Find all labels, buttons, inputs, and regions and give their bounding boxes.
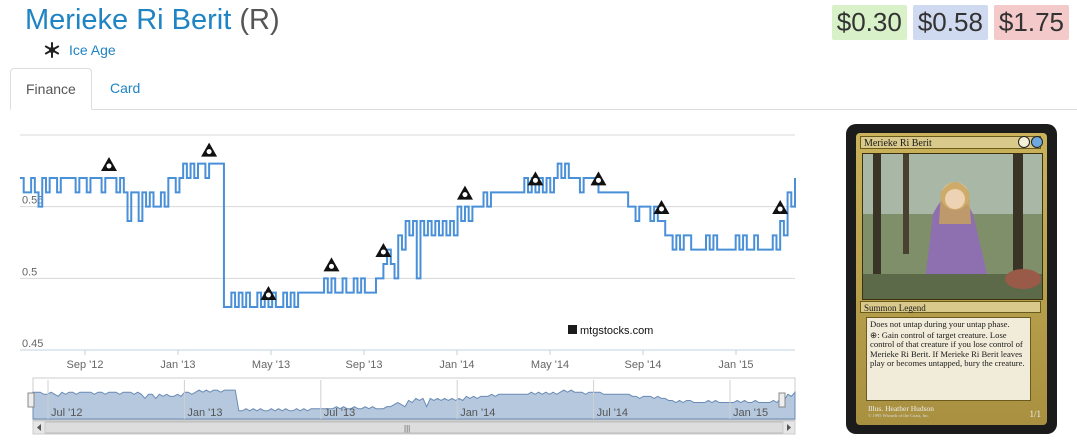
chart-navigator[interactable]: Jul '12 Jan '13 Jul '13 Jan '14 Jul '14 Jan '…: [27, 377, 796, 421]
mana-white-icon: [1018, 136, 1030, 148]
y-tick-label: 0.5: [22, 266, 37, 278]
navigator-ticks: Jul '12 Jan '13 Jul '13 Jan '14 Jul '14 Jan '…: [47, 380, 768, 419]
x-tick-label: May '13: [252, 359, 290, 371]
x-tick-label: Sep '12: [67, 359, 104, 371]
price-history-chart[interactable]: 0.55 0.5 0.45 Sep '12 Jan '13 May '13 Sep '13…: [0, 115, 810, 440]
watermark: mtgstocks.com: [568, 325, 653, 337]
card-pt: 1/1: [1029, 409, 1041, 419]
x-tick-label: Jan '13: [160, 359, 195, 371]
y-axis-ticks: 0.55 0.5 0.45: [22, 195, 43, 350]
chart-scrollbar[interactable]: |||: [32, 420, 796, 435]
set-symbol-icon-m15[interactable]: [590, 171, 607, 186]
card-title: Merieke Ri Berit (R): [25, 4, 280, 37]
chart-grid: [20, 134, 795, 351]
navigator-tick-label: Jan '14: [460, 407, 495, 419]
navigator-tick-label: Jul '12: [51, 407, 82, 419]
card-type-line: Summon Legend: [860, 301, 1041, 313]
x-tick-label: Jan '15: [718, 359, 753, 371]
price-avg: $0.58: [912, 5, 988, 40]
price-low: $0.30: [831, 5, 907, 40]
set-symbol-icon-5[interactable]: [375, 243, 392, 257]
price-badges: $0.30 $0.58 $1.75: [831, 5, 1069, 40]
x-tick-label: Sep '14: [625, 359, 662, 371]
scroll-left-arrow-icon: [37, 424, 41, 431]
tab-card[interactable]: Card: [110, 80, 141, 96]
scroll-right-arrow-icon: [787, 424, 791, 431]
set-symbol-icon-10[interactable]: [772, 200, 789, 214]
x-tick-label: May '14: [531, 359, 569, 371]
navigator-left-handle[interactable]: [27, 392, 35, 408]
set-symbol-icon-m14[interactable]: [323, 257, 340, 272]
x-tick-label: Sep '13: [346, 359, 383, 371]
mana-blue-icon: [1031, 136, 1043, 148]
price-line: [20, 162, 796, 308]
tab-finance[interactable]: Finance: [10, 68, 92, 110]
rules-line: ⊕: Gain control of target creature. Lose…: [870, 329, 1025, 369]
set-release-markers: [100, 142, 789, 300]
set-symbol-icon-2[interactable]: [201, 142, 218, 157]
card-image: Merieke Ri Berit Summon Legend Does no: [846, 124, 1057, 434]
y-tick-label: 0.55: [22, 195, 43, 207]
price-high: $1.75: [993, 5, 1069, 40]
y-tick-label: 0.45: [22, 338, 43, 350]
card-rules-text: Does not untap during your untap phase. …: [866, 317, 1031, 401]
watermark-text: mtgstocks.com: [580, 325, 653, 337]
x-tick-label: Jan '14: [439, 359, 474, 371]
navigator-area: [32, 389, 796, 420]
card-frame: Merieke Ri Berit Summon Legend Does no: [856, 133, 1047, 425]
navigator-right-handle[interactable]: [778, 392, 786, 408]
card-art: [862, 153, 1043, 300]
card-rarity: (R): [239, 4, 280, 36]
set-symbol-icon-7[interactable]: [527, 171, 544, 186]
card-mana-cost: [1018, 136, 1043, 148]
navigator-tick-label: Jul '13: [324, 407, 355, 419]
tab-bar: Finance Card: [10, 68, 1077, 110]
scrollbar-thumb[interactable]: [44, 421, 784, 434]
set-symbol-icon-9[interactable]: [653, 200, 670, 214]
x-axis-ticks: Sep '12 Jan '13 May '13 Sep '13 Jan '14 May '…: [67, 350, 754, 371]
rules-line: Does not untap during your untap phase.: [870, 319, 1010, 329]
card-illustrator: Illus. Heather Hudson: [868, 404, 935, 413]
set-symbol-icon-6[interactable]: [456, 185, 473, 200]
card-copyright: © 1995 Wizards of the Coast, Inc.: [868, 413, 930, 418]
card-image-name: Merieke Ri Berit: [860, 136, 1041, 149]
navigator-tick-label: Jul '14: [597, 407, 628, 419]
navigator-tick-label: Jan '15: [733, 407, 768, 419]
card-name: Merieke Ri Berit: [25, 4, 232, 36]
scrollbar-grip-icon: |||: [404, 424, 410, 433]
ice-age-snowflake-icon: [44, 42, 60, 58]
mtgstocks-logo-icon: [568, 325, 577, 334]
set-link[interactable]: Ice Age: [44, 42, 116, 58]
set-name[interactable]: Ice Age: [69, 42, 116, 58]
navigator-tick-label: Jan '13: [187, 407, 222, 419]
set-symbol-icon-1[interactable]: [100, 157, 117, 171]
set-symbol-icon-3[interactable]: [260, 286, 277, 300]
